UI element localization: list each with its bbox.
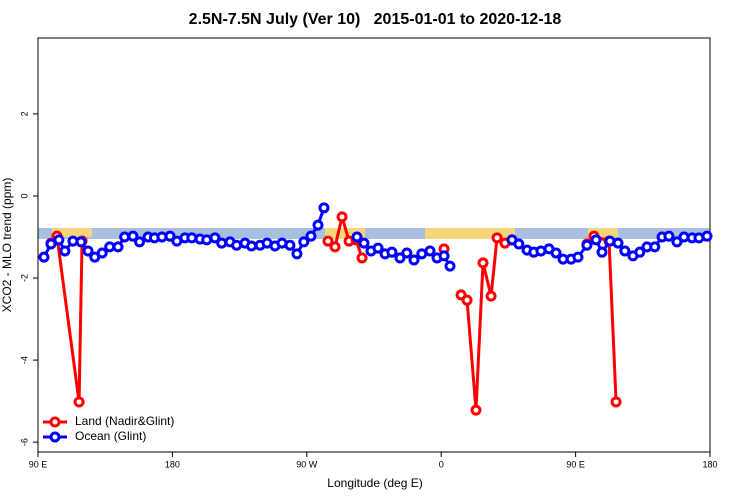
point xyxy=(401,247,413,259)
point xyxy=(596,246,608,258)
point xyxy=(590,234,602,246)
point xyxy=(671,236,683,248)
point xyxy=(318,202,330,214)
point xyxy=(298,236,310,248)
point xyxy=(513,238,525,250)
point xyxy=(73,396,85,408)
legend-marker xyxy=(49,416,61,428)
point xyxy=(75,236,87,248)
y-tick-label: 0 xyxy=(19,193,29,198)
point xyxy=(284,239,296,251)
point xyxy=(485,290,497,302)
point xyxy=(186,232,198,244)
point xyxy=(82,245,94,257)
point xyxy=(610,396,622,408)
point xyxy=(461,294,473,306)
point xyxy=(438,250,450,262)
x-tick-label: 90 W xyxy=(296,459,318,469)
land-band xyxy=(588,228,618,237)
point xyxy=(164,230,176,242)
point xyxy=(386,246,398,258)
y-tick-label: -2 xyxy=(19,274,29,282)
point xyxy=(246,240,258,252)
legend-label: Land (Nadir&Glint) xyxy=(75,414,174,428)
plot-frame xyxy=(37,37,711,453)
point xyxy=(104,241,116,253)
point xyxy=(112,241,124,253)
point xyxy=(209,232,221,244)
legend-marker xyxy=(49,431,61,443)
point xyxy=(470,404,482,416)
point xyxy=(612,237,624,249)
x-tick-label: 90 E xyxy=(566,459,585,469)
series-line xyxy=(49,215,618,412)
point xyxy=(134,236,146,248)
point xyxy=(305,230,317,242)
point xyxy=(701,230,713,242)
point xyxy=(96,247,108,259)
land-ocean-band xyxy=(38,228,710,239)
land-band xyxy=(425,228,515,239)
point xyxy=(619,245,631,257)
y-tick-label: -6 xyxy=(19,438,29,446)
point xyxy=(291,248,303,260)
point xyxy=(336,211,348,223)
point xyxy=(45,238,57,250)
point xyxy=(581,239,593,251)
y-tick-label: -4 xyxy=(19,356,29,364)
point xyxy=(424,245,436,257)
point xyxy=(634,246,646,258)
point xyxy=(477,257,489,269)
point xyxy=(59,245,71,257)
y-axis-label: XCO2 - MLO trend (ppm) xyxy=(0,178,14,313)
point xyxy=(53,234,65,246)
point xyxy=(231,239,243,251)
point xyxy=(38,251,50,263)
point xyxy=(491,232,503,244)
point xyxy=(550,247,562,259)
point xyxy=(572,251,584,263)
point xyxy=(372,242,384,254)
point xyxy=(119,231,131,243)
point xyxy=(444,260,456,272)
point xyxy=(312,219,324,231)
land-band xyxy=(52,228,92,237)
chart-title: 2.5N-7.5N July (Ver 10) 2015-01-01 to 20… xyxy=(189,11,562,28)
y-tick-label: 2 xyxy=(19,111,29,116)
x-tick-label: 180 xyxy=(165,459,180,469)
point xyxy=(663,230,675,242)
point xyxy=(649,241,661,253)
x-tick-label: 180 xyxy=(702,459,717,469)
point xyxy=(408,254,420,266)
point xyxy=(329,241,341,253)
x-axis-label: Longitude (deg E) xyxy=(327,476,422,490)
legend-label: Ocean (Glint) xyxy=(75,429,146,443)
point xyxy=(394,252,406,264)
ocean-band xyxy=(38,228,710,239)
point xyxy=(356,252,368,264)
land-band xyxy=(325,228,365,239)
x-tick-label: 90 E xyxy=(29,459,48,469)
point xyxy=(351,231,363,243)
point xyxy=(127,230,139,242)
point xyxy=(216,237,228,249)
x-tick-label: 0 xyxy=(439,459,444,469)
point xyxy=(322,235,334,247)
point xyxy=(358,237,370,249)
